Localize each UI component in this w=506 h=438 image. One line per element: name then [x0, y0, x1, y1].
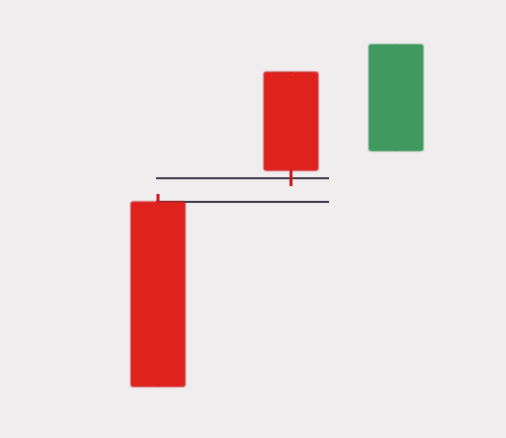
candle-1-body — [131, 202, 185, 387]
candle-3-body — [369, 45, 423, 151]
candle-2-body — [264, 72, 318, 170]
